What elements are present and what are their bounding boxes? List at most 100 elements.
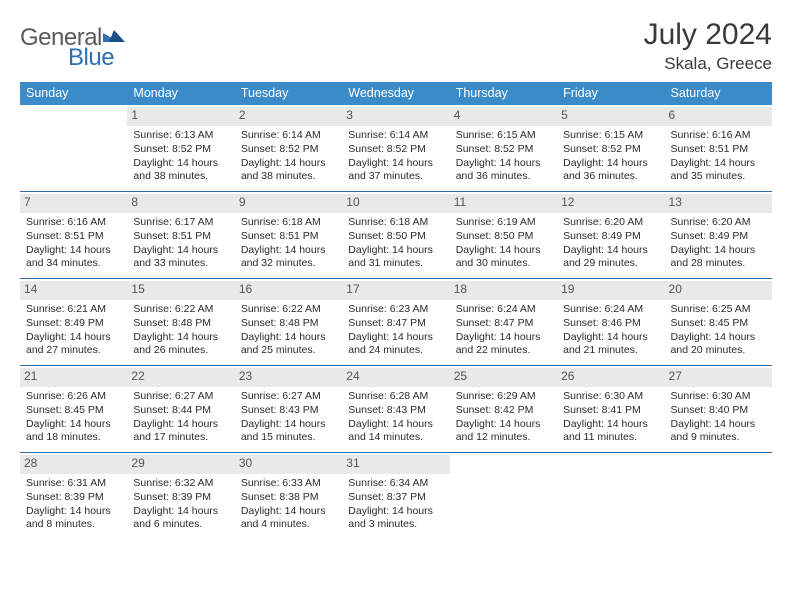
- day-number: 12: [557, 194, 664, 213]
- daylight-line-2: and 27 minutes.: [24, 344, 123, 358]
- daylight-line-1: Daylight: 14 hours: [561, 244, 660, 258]
- sunset-line: Sunset: 8:48 PM: [239, 317, 338, 331]
- weekday-saturday: Saturday: [665, 82, 772, 105]
- day-cell: 10Sunrise: 6:18 AMSunset: 8:50 PMDayligh…: [342, 192, 449, 278]
- daylight-line-2: and 28 minutes.: [669, 257, 768, 271]
- sunrise-line: Sunrise: 6:20 AM: [561, 216, 660, 230]
- daylight-line-1: Daylight: 14 hours: [346, 331, 445, 345]
- sunset-line: Sunset: 8:38 PM: [239, 491, 338, 505]
- daylight-line-2: and 38 minutes.: [131, 170, 230, 184]
- day-cell: 1Sunrise: 6:13 AMSunset: 8:52 PMDaylight…: [127, 105, 234, 191]
- day-cell: [450, 453, 557, 539]
- daylight-line-1: Daylight: 14 hours: [24, 244, 123, 258]
- daylight-line-2: and 22 minutes.: [454, 344, 553, 358]
- daylight-line-2: and 12 minutes.: [454, 431, 553, 445]
- day-number: 18: [450, 281, 557, 300]
- brand-text-blue: Blue: [20, 44, 114, 72]
- sunset-line: Sunset: 8:44 PM: [131, 404, 230, 418]
- day-cell: 11 Sunrise: 6:19 AMSunset: 8:50 PMDayligh…: [450, 192, 557, 278]
- daylight-line-2: and 32 minutes.: [239, 257, 338, 271]
- sunrise-line: Sunrise: 6:20 AM: [669, 216, 768, 230]
- day-number: 31: [342, 455, 449, 474]
- daylight-line-2: and 30 minutes.: [454, 257, 553, 271]
- daylight-line-2: and 37 minutes.: [346, 170, 445, 184]
- sunset-line: Sunset: 8:52 PM: [346, 143, 445, 157]
- day-cell: 8Sunrise: 6:17 AMSunset: 8:51 PMDaylight…: [127, 192, 234, 278]
- sunset-line: Sunset: 8:49 PM: [561, 230, 660, 244]
- sunset-line: Sunset: 8:51 PM: [24, 230, 123, 244]
- day-number: 24: [342, 368, 449, 387]
- sunrise-line: Sunrise: 6:19 AM: [454, 216, 553, 230]
- day-number: 9: [235, 194, 342, 213]
- day-cell: 25Sunrise: 6:29 AMSunset: 8:42 PMDayligh…: [450, 366, 557, 452]
- calendar-grid: Sunday Monday Tuesday Wednesday Thursday…: [20, 82, 772, 539]
- sunrise-line: Sunrise: 6:13 AM: [131, 129, 230, 143]
- sunset-line: Sunset: 8:52 PM: [131, 143, 230, 157]
- sunrise-line: Sunrise: 6:28 AM: [346, 390, 445, 404]
- sunrise-line: Sunrise: 6:15 AM: [454, 129, 553, 143]
- daylight-line-1: Daylight: 14 hours: [669, 418, 768, 432]
- sunrise-line: Sunrise: 6:27 AM: [131, 390, 230, 404]
- daylight-line-1: Daylight: 14 hours: [131, 331, 230, 345]
- daylight-line-2: and 34 minutes.: [24, 257, 123, 271]
- daylight-line-2: and 29 minutes.: [561, 257, 660, 271]
- weekday-thursday: Thursday: [450, 82, 557, 105]
- day-number: 10: [342, 194, 449, 213]
- day-cell: 22 Sunrise: 6:27 AMSunset: 8:44 PMDayligh…: [127, 366, 234, 452]
- day-cell: 12 Sunrise: 6:20 AMSunset: 8:49 PMDayligh…: [557, 192, 664, 278]
- day-cell: [20, 105, 127, 191]
- day-cell: 9Sunrise: 6:18 AMSunset: 8:51 PMDaylight…: [235, 192, 342, 278]
- sunset-line: Sunset: 8:49 PM: [24, 317, 123, 331]
- day-number: 3: [342, 107, 449, 126]
- sunrise-line: Sunrise: 6:22 AM: [131, 303, 230, 317]
- weekday-friday: Friday: [557, 82, 664, 105]
- day-cell: 3Sunrise: 6:14 AMSunset: 8:52 PMDaylight…: [342, 105, 449, 191]
- daylight-line-2: and 18 minutes.: [24, 431, 123, 445]
- sunrise-line: Sunrise: 6:27 AM: [239, 390, 338, 404]
- daylight-line-2: and 31 minutes.: [346, 257, 445, 271]
- sunset-line: Sunset: 8:51 PM: [131, 230, 230, 244]
- day-number: 11: [450, 194, 557, 213]
- sunrise-line: Sunrise: 6:31 AM: [24, 477, 123, 491]
- sunrise-line: Sunrise: 6:29 AM: [454, 390, 553, 404]
- daylight-line-1: Daylight: 14 hours: [454, 418, 553, 432]
- day-number: 16: [235, 281, 342, 300]
- day-number: 20: [665, 281, 772, 300]
- daylight-line-2: and 33 minutes.: [131, 257, 230, 271]
- sunset-line: Sunset: 8:40 PM: [669, 404, 768, 418]
- daylight-line-1: Daylight: 14 hours: [561, 418, 660, 432]
- day-cell: 14Sunrise: 6:21 AMSunset: 8:49 PMDayligh…: [20, 279, 127, 365]
- day-number: 23: [235, 368, 342, 387]
- day-cell: 4Sunrise: 6:15 AMSunset: 8:52 PMDaylight…: [450, 105, 557, 191]
- day-cell: 29Sunrise: 6:32 AMSunset: 8:39 PMDayligh…: [127, 453, 234, 539]
- sunset-line: Sunset: 8:52 PM: [561, 143, 660, 157]
- daylight-line-1: Daylight: 14 hours: [131, 244, 230, 258]
- daylight-line-2: and 15 minutes.: [239, 431, 338, 445]
- calendar-page: General Blue July 2024 Skala, Greece Sun…: [0, 0, 792, 549]
- sunset-line: Sunset: 8:45 PM: [24, 404, 123, 418]
- day-cell: 13Sunrise: 6:20 AMSunset: 8:49 PMDayligh…: [665, 192, 772, 278]
- sunset-line: Sunset: 8:50 PM: [346, 230, 445, 244]
- sunrise-line: Sunrise: 6:23 AM: [346, 303, 445, 317]
- week-row: 1Sunrise: 6:13 AMSunset: 8:52 PMDaylight…: [20, 105, 772, 192]
- sunset-line: Sunset: 8:52 PM: [239, 143, 338, 157]
- day-cell: 20Sunrise: 6:25 AMSunset: 8:45 PMDayligh…: [665, 279, 772, 365]
- day-number: 4: [450, 107, 557, 126]
- day-cell: 24Sunrise: 6:28 AMSunset: 8:43 PMDayligh…: [342, 366, 449, 452]
- daylight-line-2: and 14 minutes.: [346, 431, 445, 445]
- weekday-monday: Monday: [127, 82, 234, 105]
- daylight-line-2: and 24 minutes.: [346, 344, 445, 358]
- sunset-line: Sunset: 8:50 PM: [454, 230, 553, 244]
- weekday-wednesday: Wednesday: [342, 82, 449, 105]
- day-number: 1: [127, 107, 234, 126]
- weekday-tuesday: Tuesday: [235, 82, 342, 105]
- sunrise-line: Sunrise: 6:14 AM: [346, 129, 445, 143]
- daylight-line-1: Daylight: 14 hours: [454, 244, 553, 258]
- month-title: July 2024: [644, 18, 772, 52]
- day-number: 26: [557, 368, 664, 387]
- day-number: 27: [665, 368, 772, 387]
- daylight-line-2: and 26 minutes.: [131, 344, 230, 358]
- day-cell: 17Sunrise: 6:23 AMSunset: 8:47 PMDayligh…: [342, 279, 449, 365]
- daylight-line-1: Daylight: 14 hours: [131, 418, 230, 432]
- day-number: 22: [127, 368, 234, 387]
